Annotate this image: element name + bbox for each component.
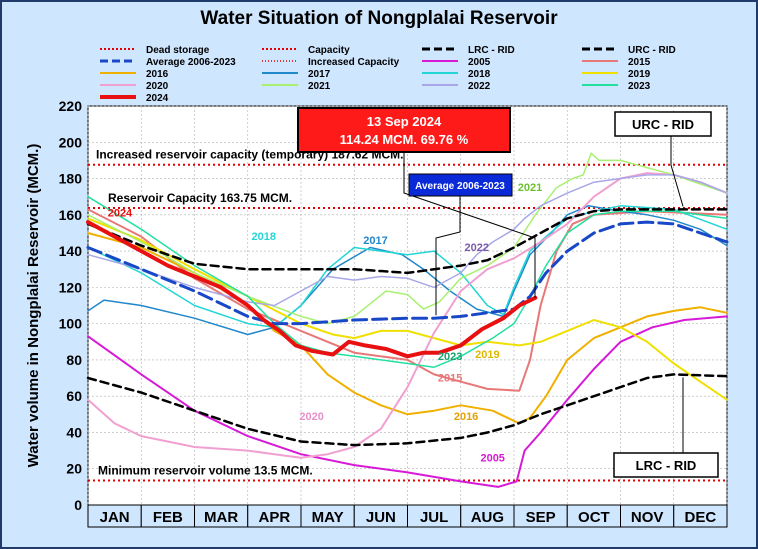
legend-label: 2018 [468, 69, 491, 80]
legend-label: Average 2006-2023 [146, 57, 236, 68]
series-line-urc-rid [86, 208, 729, 275]
y-tick-label: 20 [66, 461, 82, 477]
y-tick-label: 160 [59, 207, 83, 223]
y-tick-label: 140 [59, 243, 83, 259]
current-callout-leader [403, 152, 536, 298]
y-axis-label: Water volume in Nongplalai Reservoir (MC… [25, 144, 42, 468]
series-annotation: 2023 [438, 351, 462, 363]
y-tick-label: 60 [66, 388, 82, 404]
y-tick-label: 120 [59, 279, 83, 295]
series-line-2023 [87, 195, 728, 368]
series-annotation: 2015 [438, 373, 462, 385]
legend-label: 2020 [146, 81, 169, 92]
chart-title: Water Situation of Nongplalai Reservoir [200, 8, 558, 29]
x-tick-label: OCT [578, 509, 610, 526]
x-tick-label: NOV [631, 509, 664, 526]
x-tick-label: FEB [153, 509, 183, 526]
lrc-callout-label: LRC - RID [636, 458, 697, 473]
y-tick-label: 200 [59, 134, 83, 150]
series-line-2015 [87, 208, 728, 392]
urc-callout-label: URC - RID [632, 117, 694, 132]
series-annotation: 2024 [108, 208, 133, 220]
series-annotation: 2019 [475, 349, 499, 361]
legend-label: Capacity [308, 45, 350, 56]
urc-callout-box [614, 111, 712, 137]
x-tick-label: JUL [420, 509, 448, 526]
series-line-lrc-rid [86, 373, 729, 447]
y-tick-label: 40 [66, 424, 82, 440]
current-callout-date: 13 Sep 2024 [367, 114, 442, 129]
x-tick-label: JUN [366, 509, 396, 526]
legend-label: Dead storage [146, 45, 210, 56]
legend-label: LRC - RID [468, 45, 515, 56]
y-tick-label: 220 [59, 98, 83, 114]
legend-label: 2017 [308, 69, 331, 80]
average-callout-leader [435, 196, 461, 316]
series-annotation: 2017 [363, 235, 387, 247]
y-tick-label: 100 [59, 316, 83, 332]
reference-line-label: Reservoir Capacity 163.75 MCM. [108, 191, 292, 205]
x-tick-label: AUG [471, 509, 504, 526]
legend-label: URC - RID [628, 45, 676, 56]
legend-label: 2023 [628, 81, 651, 92]
x-tick-cell [673, 504, 728, 528]
reference-line-label: Minimum reservoir volume 13.5 MCM. [98, 464, 313, 478]
current-callout-value: 114.24 MCM. 69.76 % [340, 132, 469, 147]
urc-callout-leader [670, 136, 684, 207]
series-line-2005 [87, 315, 728, 488]
legend-label: 2015 [628, 57, 651, 68]
x-tick-label: JAN [100, 509, 130, 526]
legend-label: 2022 [468, 81, 491, 92]
legend-label: 2024 [146, 93, 169, 104]
series-annotation: 2018 [251, 231, 275, 243]
series-annotation: 2016 [454, 411, 478, 423]
series-annotation: 2005 [480, 452, 504, 464]
y-tick-label: 80 [66, 352, 82, 368]
series-annotation: 2020 [299, 411, 323, 423]
legend-label: 2005 [468, 57, 491, 68]
x-tick-label: MAY [312, 509, 344, 526]
current-callout-box [297, 107, 511, 153]
x-tick-label: SEP [526, 509, 556, 526]
series-annotation: 2021 [518, 182, 542, 194]
x-tick-label: APR [259, 509, 291, 526]
series-line-2024 [86, 220, 538, 359]
x-tick-label: DEC [685, 509, 717, 526]
y-tick-label: 180 [59, 171, 83, 187]
lrc-callout-box [613, 452, 719, 478]
y-tick-label: 0 [74, 497, 82, 513]
series-annotation: 2022 [464, 242, 488, 254]
legend-label: 2019 [628, 69, 651, 80]
series-line-2021 [87, 152, 728, 325]
x-tick-label: MAR [204, 509, 238, 526]
legend-label: Increased Capacity [308, 57, 400, 68]
average-callout-label: Average 2006-2023 [415, 181, 505, 192]
legend-label: 2016 [146, 69, 169, 80]
legend-label: 2021 [308, 81, 331, 92]
series-line-average-2006-2023 [86, 220, 729, 326]
